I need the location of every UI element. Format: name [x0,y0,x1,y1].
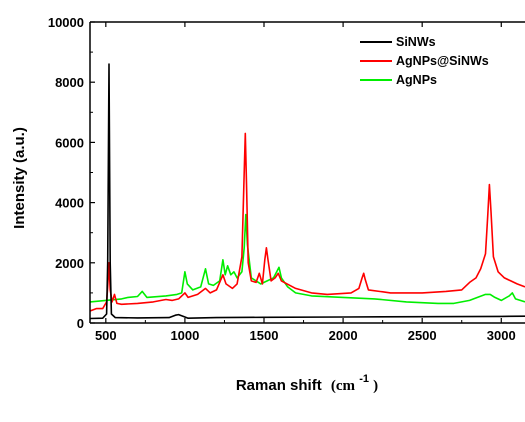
legend-label-sinws: SiNWs [396,35,436,49]
x-axis-title-main: Raman shift [236,377,322,394]
x-axis-title-unit: (cm [331,378,356,394]
y-tick-label: 10000 [48,15,84,30]
legend: SiNWs AgNPs@SiNWs AgNPs [360,35,489,87]
y-tick-label: 2000 [55,256,84,271]
y-tick-label: 8000 [55,75,84,90]
y-tick-label: 6000 [55,135,84,150]
x-tick-label: 500 [95,328,117,343]
x-tick-label: 2000 [329,328,358,343]
y-tick-label: 4000 [55,196,84,211]
x-tick-label: 3000 [487,328,516,343]
x-axis-title-unit-close: ) [373,378,378,394]
x-axis-title: Raman shift (cm -1 ) [236,369,378,394]
x-axis-title-unit-sup: -1 [359,373,369,385]
series-line-agnps-sinws [90,132,525,312]
series-layer [90,63,525,320]
series-line-agnps [90,213,525,305]
y-axis-title: Intensity (a.u.) [11,127,28,229]
axes-layer: 500 1000 1500 2000 2500 3000 0 2000 4000 6000 8000… [48,15,525,343]
series-line-sinws [90,63,525,320]
x-tick-label: 2500 [408,328,437,343]
y-tick-label: 0 [77,316,84,331]
legend-label-agnps: AgNPs [396,73,437,87]
x-tick-label: 1500 [250,328,279,343]
x-tick-label: 1000 [170,328,199,343]
legend-label-agnps-sinws: AgNPs@SiNWs [396,54,489,68]
